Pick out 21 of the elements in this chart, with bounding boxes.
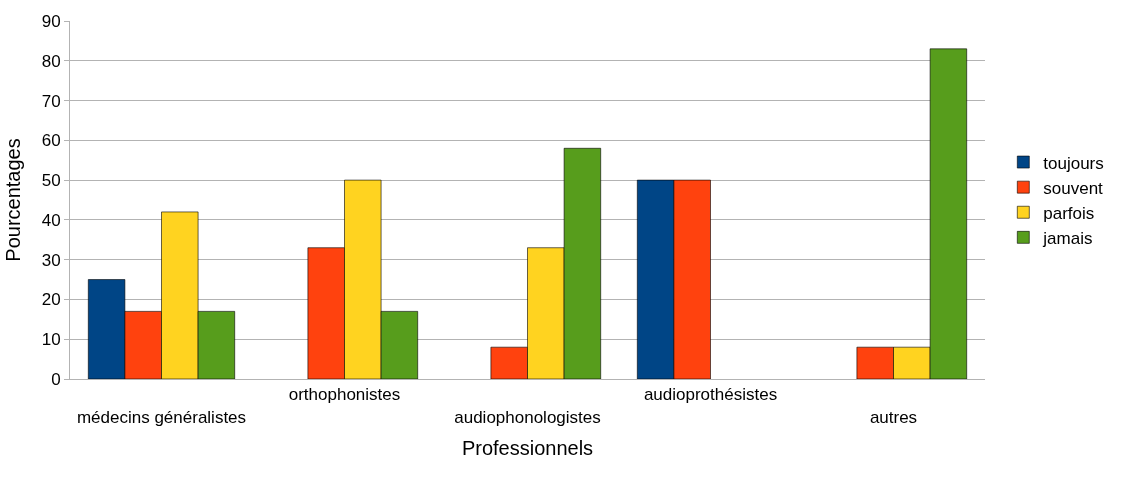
- y-tick-label: 10: [41, 330, 61, 350]
- y-tick-label: 20: [41, 290, 61, 310]
- y-tick-label: 60: [41, 131, 61, 151]
- legend-label: souvent: [1043, 178, 1104, 198]
- x-tick-label: audiophonologistes: [454, 407, 601, 427]
- y-tick-label: 40: [41, 210, 61, 230]
- y-tick-label: 0: [51, 369, 61, 389]
- legend-label: parfois: [1043, 203, 1095, 223]
- legend-label: jamais: [1042, 228, 1093, 248]
- y-axis-title: Pourcentages: [2, 138, 25, 262]
- x-tick-label: médecins généralistes: [76, 407, 247, 427]
- y-tick-label: 50: [41, 171, 61, 191]
- y-tick-label: 70: [41, 91, 61, 111]
- y-tick-label: 30: [41, 250, 61, 270]
- legend-label: toujours: [1043, 153, 1104, 173]
- x-tick-label: autres: [869, 407, 918, 427]
- y-tick-label: 90: [41, 11, 61, 31]
- x-axis-title: Professionnels: [461, 437, 594, 459]
- x-tick-label: audioprothésistes: [643, 385, 778, 405]
- x-tick-label: orthophonistes: [288, 385, 401, 405]
- y-tick-label: 80: [41, 51, 61, 71]
